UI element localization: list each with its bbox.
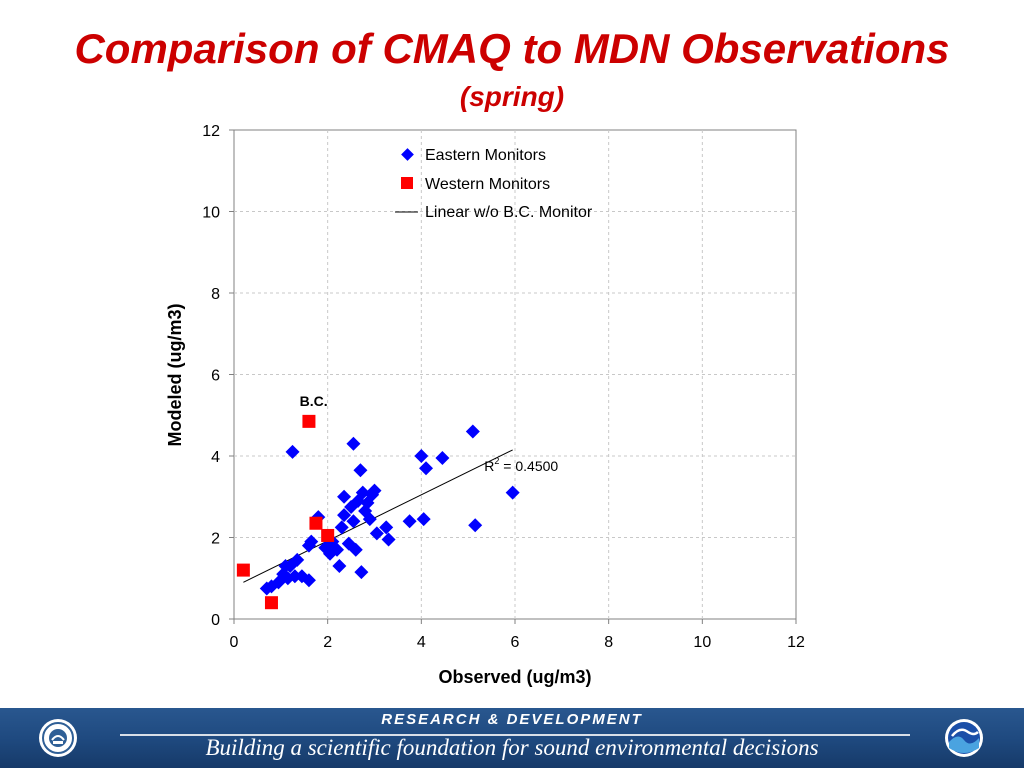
- slide-subtitle: (spring): [459, 81, 565, 112]
- data-point-eastern: [355, 485, 370, 500]
- y-tick-label: 6: [211, 368, 220, 385]
- y-axis-title: Modeled (ug/m3): [165, 303, 185, 446]
- x-tick-label: 2: [323, 634, 332, 651]
- data-point-eastern: [301, 573, 316, 588]
- footer-divider: [120, 734, 910, 736]
- data-point-eastern: [290, 552, 305, 567]
- data-point-eastern: [367, 483, 382, 498]
- data-point-eastern: [379, 520, 394, 535]
- annotation-r-squared: R2 = 0.4500: [484, 456, 558, 474]
- x-axis-title: Observed (ug/m3): [438, 667, 591, 687]
- data-point-western: [264, 596, 278, 610]
- r-squared-r: R: [484, 458, 494, 474]
- data-point-eastern: [465, 424, 480, 439]
- data-point-eastern: [414, 449, 429, 463]
- tick-labels: 0 2 4 6 8 10 12 0 2 4 6 8 10 12: [202, 123, 805, 651]
- x-tick-label: 0: [230, 634, 239, 651]
- x-tick-label: 4: [417, 634, 426, 651]
- data-point-eastern: [402, 514, 417, 529]
- data-point-eastern: [348, 542, 363, 557]
- data-point-eastern: [346, 436, 361, 451]
- r-squared-exponent: 2: [494, 456, 499, 466]
- noaa-logo-icon: [945, 719, 983, 757]
- epa-seal-icon: [39, 719, 77, 757]
- r-squared-value: = 0.4500: [499, 458, 558, 474]
- regression-line: [243, 449, 513, 583]
- x-tick-label: 6: [511, 634, 520, 651]
- scatter-chart: 0 2 4 6 8 10 12 0 2 4 6 8 10 12 Eastern Monitors West…: [165, 123, 805, 687]
- legend-label-western: Western Monitors: [425, 176, 550, 193]
- data-point-western: [236, 563, 250, 577]
- x-tick-label: 10: [693, 634, 711, 651]
- y-tick-label: 8: [211, 286, 220, 303]
- y-tick-label: 0: [211, 612, 220, 629]
- y-tick-label: 12: [202, 123, 220, 140]
- data-point-eastern: [334, 520, 349, 535]
- x-tick-label: 12: [787, 634, 805, 651]
- data-point-eastern: [337, 508, 352, 523]
- data-point-eastern: [304, 534, 319, 549]
- annotation-bc: B.C.: [300, 393, 328, 409]
- footer-heading: RESEARCH & DEVELOPMENT: [381, 711, 643, 728]
- gridlines: [229, 129, 797, 624]
- data-point-eastern: [346, 514, 361, 529]
- footer-tagline: Building a scientific foundation for sou…: [205, 735, 819, 760]
- data-point-eastern: [435, 451, 450, 466]
- legend-label-eastern: Eastern Monitors: [425, 147, 546, 164]
- data-point-eastern: [416, 512, 431, 527]
- data-point-western: [309, 516, 323, 530]
- data-marks: [236, 414, 520, 610]
- legend-marker-eastern: [401, 148, 414, 161]
- data-point-eastern: [362, 512, 377, 527]
- y-tick-label: 10: [202, 205, 220, 222]
- data-point-eastern: [285, 444, 300, 459]
- data-point-eastern: [318, 540, 333, 555]
- data-point-eastern: [381, 532, 396, 547]
- data-point-eastern: [353, 463, 368, 478]
- data-point-western: [302, 414, 316, 428]
- data-point-eastern: [468, 518, 483, 533]
- data-point-eastern: [419, 461, 434, 476]
- footer-band: RESEARCH & DEVELOPMENT Building a scient…: [0, 708, 1024, 768]
- legend: Eastern Monitors Western Monitors Linear…: [395, 147, 593, 221]
- data-point-eastern: [287, 569, 302, 584]
- data-point-eastern: [337, 489, 352, 504]
- legend-marker-western: [401, 177, 413, 189]
- data-point-eastern: [369, 526, 384, 541]
- x-tick-label: 8: [604, 634, 613, 651]
- y-tick-label: 4: [211, 449, 220, 466]
- y-tick-label: 2: [211, 531, 220, 548]
- legend-label-linear: Linear w/o B.C. Monitor: [425, 204, 593, 221]
- data-point-eastern: [332, 559, 347, 574]
- data-point-eastern: [330, 542, 345, 557]
- data-point-eastern: [505, 485, 520, 500]
- data-point-eastern: [354, 565, 369, 580]
- data-point-western: [321, 528, 335, 542]
- slide-title: Comparison of CMAQ to MDN Observations: [74, 25, 950, 72]
- data-point-eastern: [294, 569, 309, 584]
